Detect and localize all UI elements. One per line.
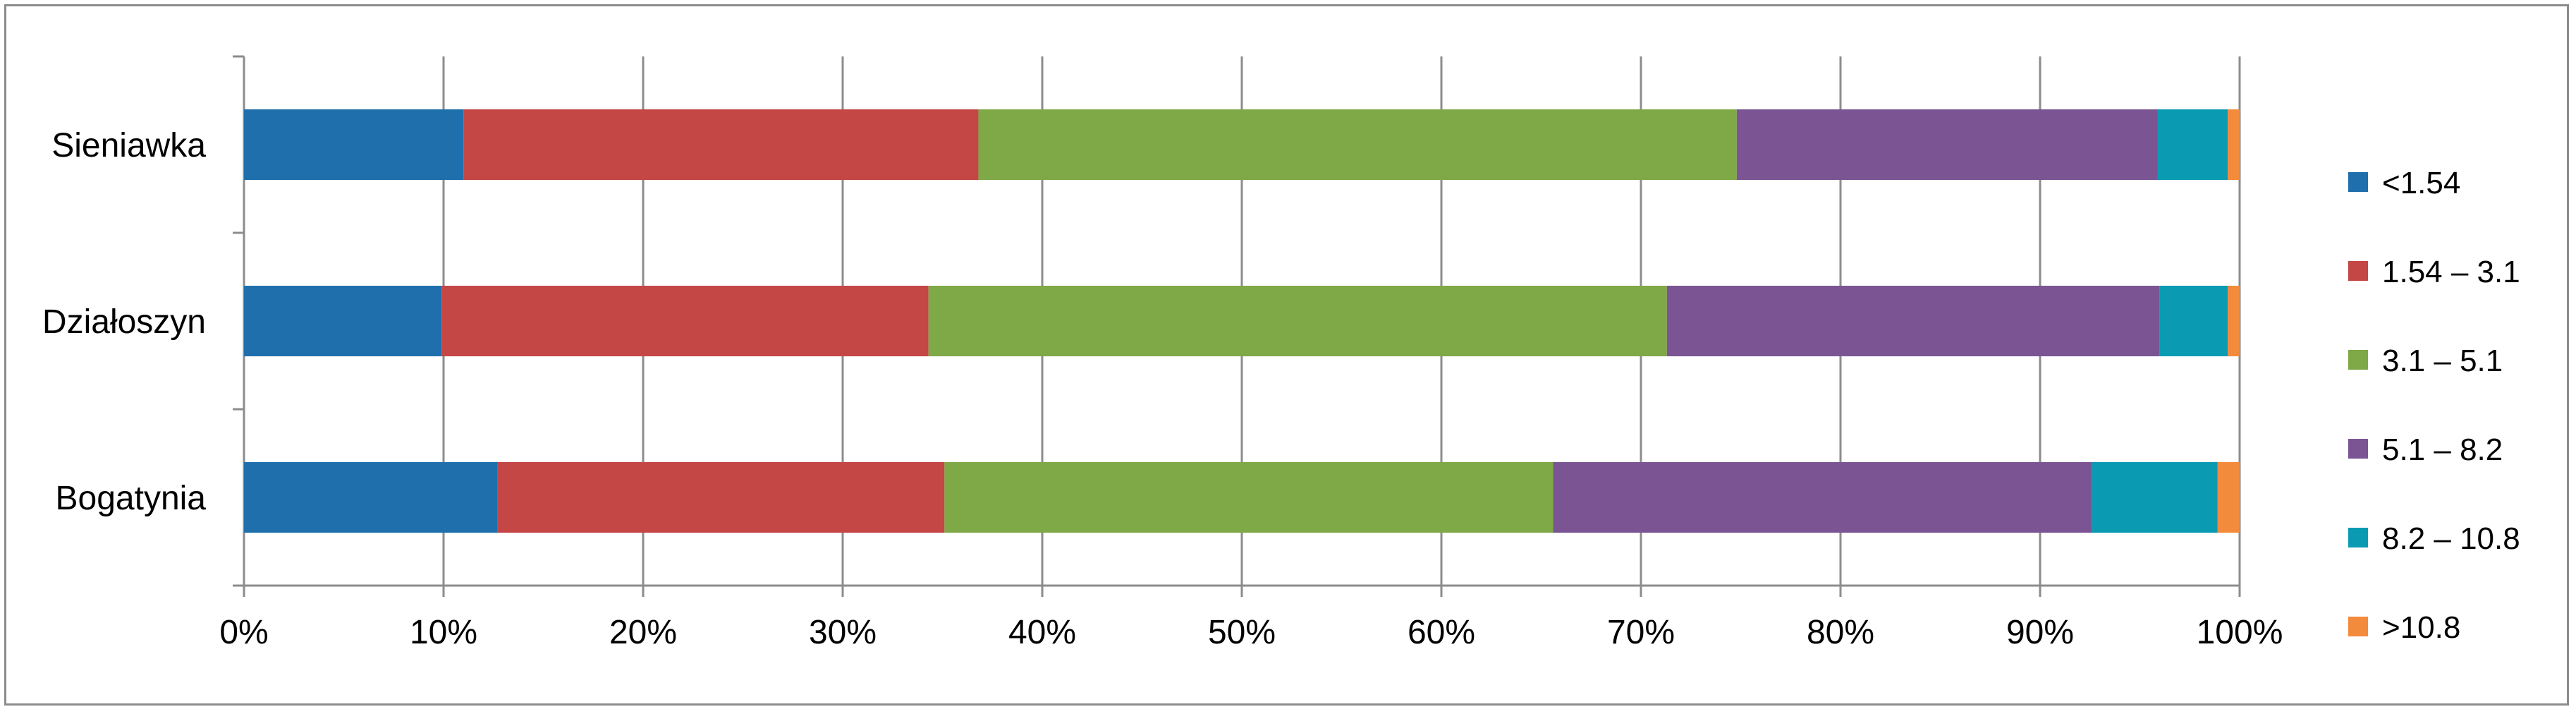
bar-segment	[1666, 286, 2160, 356]
x-tick-label: 0%	[219, 614, 268, 651]
category-label: Bogatynia	[56, 480, 207, 517]
bar-segment	[244, 462, 498, 533]
x-tick-label: 40%	[1008, 614, 1076, 651]
legend-label: 1.54 – 3.1	[2382, 255, 2520, 289]
x-tick-label: 60%	[1408, 614, 1475, 651]
bar-segment	[2159, 286, 2228, 356]
x-tick-label: 100%	[2197, 614, 2283, 651]
legend-swatch	[2348, 528, 2368, 547]
legend-swatch	[2348, 439, 2368, 459]
bar-segment	[1553, 462, 2092, 533]
legend-swatch	[2348, 172, 2368, 192]
legend-swatch	[2348, 617, 2368, 636]
legend-label: <1.54	[2382, 166, 2460, 200]
category-label: Działoszyn	[42, 303, 206, 341]
x-tick-label: 70%	[1607, 614, 1675, 651]
x-tick-label: 30%	[809, 614, 877, 651]
legend-swatch	[2348, 350, 2368, 370]
bar-segment	[978, 109, 1737, 180]
legend-label: 8.2 – 10.8	[2382, 521, 2520, 556]
category-label: Sieniawka	[51, 127, 206, 164]
legend-swatch	[2348, 261, 2368, 281]
legend-label: 5.1 – 8.2	[2382, 432, 2503, 467]
bar-segment	[2157, 109, 2228, 180]
bar-segment	[2217, 462, 2240, 533]
x-tick-label: 10%	[410, 614, 477, 651]
bar-segment	[2228, 109, 2240, 180]
x-tick-label: 20%	[609, 614, 677, 651]
bar-segment	[944, 462, 1553, 533]
bar-segment	[463, 109, 979, 180]
bar-segment	[244, 286, 442, 356]
bar-segment	[2228, 286, 2240, 356]
x-tick-label: 80%	[1807, 614, 1874, 651]
bar-segment	[497, 462, 945, 533]
bar-segment	[2092, 462, 2218, 533]
bar-segment	[928, 286, 1667, 356]
x-tick-label: 90%	[2006, 614, 2074, 651]
bar-segment	[441, 286, 929, 356]
x-tick-label: 50%	[1208, 614, 1276, 651]
legend-label: >10.8	[2382, 610, 2460, 645]
bar-segment	[1736, 109, 2158, 180]
bar-segment	[244, 109, 464, 180]
legend-label: 3.1 – 5.1	[2382, 344, 2503, 378]
